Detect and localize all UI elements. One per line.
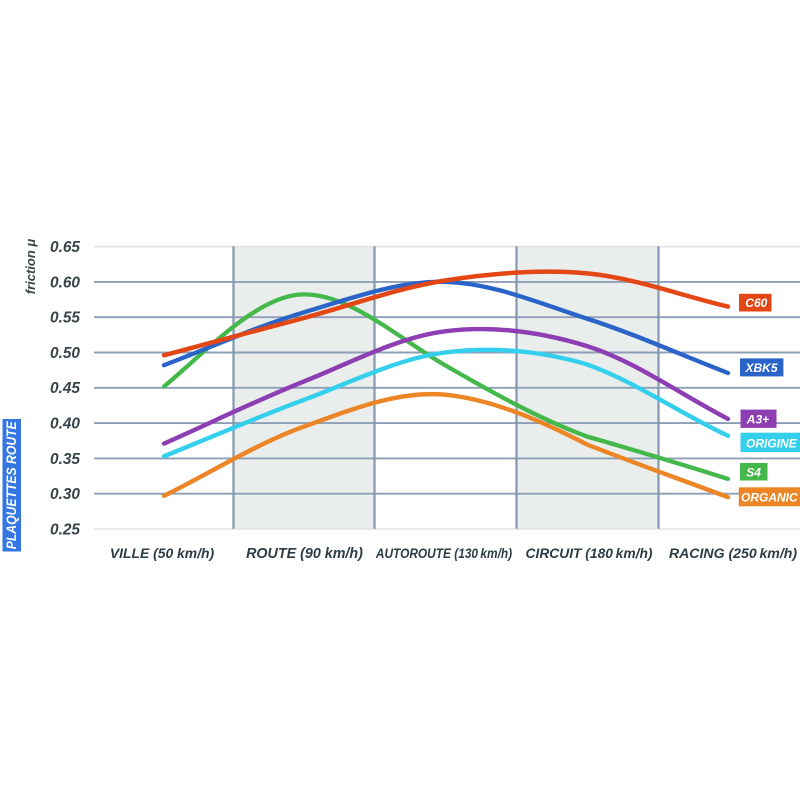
svg-text:0.25: 0.25 — [50, 521, 80, 538]
svg-text:A3+: A3+ — [746, 413, 769, 427]
svg-text:C60: C60 — [745, 296, 767, 310]
svg-text:0.60: 0.60 — [50, 274, 80, 291]
svg-text:ORIGINE: ORIGINE — [746, 436, 798, 450]
svg-text:S4: S4 — [746, 466, 761, 480]
svg-text:0.35: 0.35 — [50, 451, 80, 468]
svg-text:friction μ: friction μ — [23, 239, 38, 295]
svg-text:0.40: 0.40 — [50, 416, 80, 433]
svg-text:XBK5: XBK5 — [745, 361, 778, 375]
svg-text:0.65: 0.65 — [50, 239, 80, 256]
svg-text:ROUTE (90 km/h): ROUTE (90 km/h) — [246, 546, 363, 562]
svg-text:0.50: 0.50 — [50, 345, 80, 362]
svg-text:AUTOROUTE (130 km/h): AUTOROUTE (130 km/h) — [375, 545, 512, 561]
svg-text:CIRCUIT (180 km/h): CIRCUIT (180 km/h) — [526, 546, 653, 561]
svg-text:ORGANIC: ORGANIC — [741, 491, 798, 505]
svg-text:0.30: 0.30 — [50, 486, 80, 503]
svg-text:0.45: 0.45 — [50, 380, 80, 397]
svg-text:PLAQUETTES ROUTE: PLAQUETTES ROUTE — [3, 421, 19, 550]
svg-text:0.55: 0.55 — [50, 310, 80, 327]
svg-text:VILLE (50 km/h): VILLE (50 km/h) — [110, 545, 215, 561]
svg-text:RACING (250 km/h): RACING (250 km/h) — [669, 545, 797, 561]
